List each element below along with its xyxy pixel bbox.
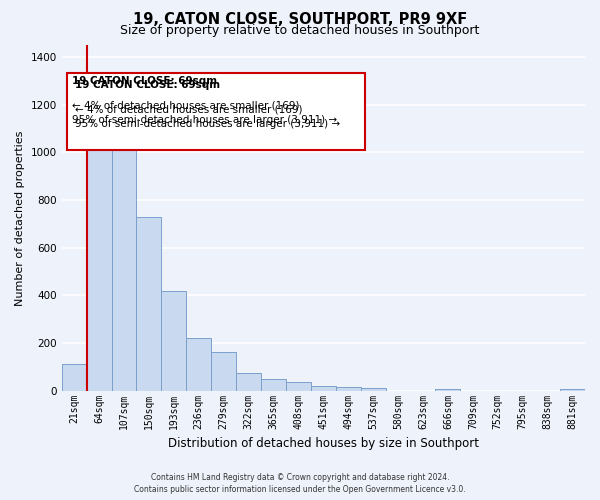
Text: 19 CATON CLOSE: 69sqm: 19 CATON CLOSE: 69sqm <box>75 80 220 90</box>
Bar <box>336 387 361 390</box>
Bar <box>286 382 311 390</box>
Bar <box>186 338 211 390</box>
Bar <box>311 386 336 390</box>
Bar <box>436 388 460 390</box>
Bar <box>236 373 261 390</box>
Bar <box>62 364 86 390</box>
Bar <box>136 216 161 390</box>
Text: 19, CATON CLOSE, SOUTHPORT, PR9 9XF: 19, CATON CLOSE, SOUTHPORT, PR9 9XF <box>133 12 467 28</box>
Text: ← 4% of detached houses are smaller (169)
95% of semi-detached houses are larger: ← 4% of detached houses are smaller (169… <box>75 104 340 129</box>
Bar <box>86 114 112 390</box>
Bar <box>261 378 286 390</box>
Text: ← 4% of detached houses are smaller (169)
95% of semi-detached houses are larger: ← 4% of detached houses are smaller (169… <box>72 101 337 125</box>
Bar <box>361 388 386 390</box>
Bar <box>161 290 186 390</box>
X-axis label: Distribution of detached houses by size in Southport: Distribution of detached houses by size … <box>168 437 479 450</box>
FancyBboxPatch shape <box>67 72 365 150</box>
Text: 19 CATON CLOSE: 69sqm: 19 CATON CLOSE: 69sqm <box>72 76 217 86</box>
Text: Size of property relative to detached houses in Southport: Size of property relative to detached ho… <box>121 24 479 37</box>
Text: Contains HM Land Registry data © Crown copyright and database right 2024.
Contai: Contains HM Land Registry data © Crown c… <box>134 472 466 494</box>
Bar <box>112 116 136 390</box>
Bar <box>211 352 236 391</box>
Y-axis label: Number of detached properties: Number of detached properties <box>15 130 25 306</box>
